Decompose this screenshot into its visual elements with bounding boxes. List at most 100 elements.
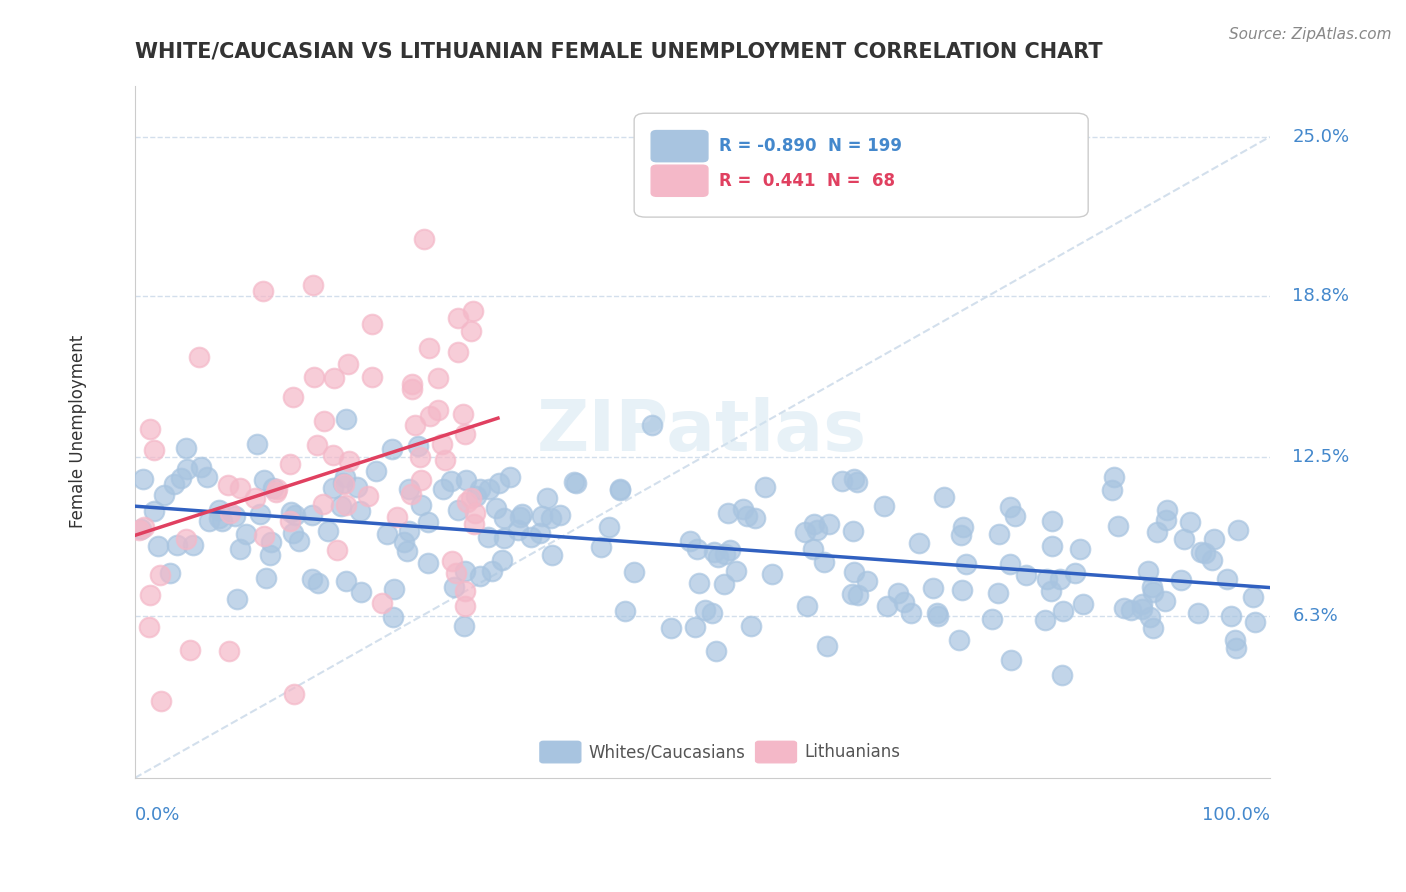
- Point: [181, 538, 204, 552]
- Point: [735, 509, 758, 524]
- Point: [886, 586, 908, 600]
- Point: [283, 687, 305, 701]
- Point: [950, 582, 973, 597]
- Point: [142, 504, 165, 518]
- Point: [952, 519, 974, 533]
- Point: [246, 436, 269, 450]
- Point: [1112, 601, 1135, 615]
- Point: [322, 482, 344, 496]
- Point: [451, 407, 474, 421]
- Point: [461, 304, 484, 318]
- Point: [481, 564, 503, 578]
- Point: [326, 543, 349, 558]
- Point: [307, 438, 329, 452]
- Point: [404, 418, 426, 433]
- Point: [1136, 564, 1159, 578]
- Point: [1140, 580, 1163, 594]
- Point: [447, 502, 470, 516]
- Point: [842, 472, 865, 486]
- Point: [149, 568, 172, 582]
- Point: [152, 487, 174, 501]
- Point: [132, 520, 155, 534]
- Point: [1243, 590, 1265, 604]
- Point: [1146, 524, 1168, 539]
- Point: [284, 508, 307, 522]
- Point: [1225, 640, 1247, 655]
- Point: [433, 452, 456, 467]
- Point: [266, 482, 288, 496]
- Point: [432, 482, 454, 496]
- Point: [262, 481, 284, 495]
- Point: [235, 527, 257, 541]
- Point: [346, 480, 368, 494]
- Point: [1156, 503, 1178, 517]
- Point: [394, 534, 416, 549]
- Point: [520, 530, 543, 544]
- Point: [174, 441, 197, 455]
- Point: [1069, 541, 1091, 556]
- Point: [427, 403, 450, 417]
- Point: [1226, 523, 1249, 537]
- Text: Source: ZipAtlas.com: Source: ZipAtlas.com: [1229, 27, 1392, 42]
- Point: [876, 599, 898, 613]
- Point: [138, 620, 160, 634]
- Point: [614, 604, 637, 618]
- Point: [900, 606, 922, 620]
- Point: [411, 473, 433, 487]
- Point: [948, 633, 970, 648]
- Point: [1154, 513, 1177, 527]
- Point: [695, 603, 717, 617]
- Point: [197, 514, 219, 528]
- Point: [841, 587, 863, 601]
- Point: [609, 483, 631, 497]
- Point: [419, 409, 441, 423]
- Point: [281, 525, 304, 540]
- Point: [302, 278, 325, 293]
- Point: [146, 539, 169, 553]
- Point: [301, 572, 323, 586]
- Point: [288, 534, 311, 549]
- Point: [454, 426, 477, 441]
- Point: [700, 607, 723, 621]
- Point: [803, 517, 825, 532]
- Point: [224, 509, 246, 524]
- Point: [744, 511, 766, 525]
- Point: [129, 522, 152, 536]
- Text: R =  0.441  N =  68: R = 0.441 N = 68: [720, 172, 896, 190]
- Point: [278, 457, 301, 471]
- Point: [713, 577, 735, 591]
- Point: [1225, 632, 1247, 647]
- Point: [195, 470, 218, 484]
- FancyBboxPatch shape: [540, 741, 581, 763]
- Point: [589, 540, 612, 554]
- Point: [908, 536, 931, 550]
- Point: [477, 482, 499, 496]
- Point: [260, 535, 283, 549]
- Point: [818, 516, 841, 531]
- Point: [1139, 610, 1161, 624]
- Point: [218, 643, 240, 657]
- Point: [1040, 514, 1063, 528]
- Point: [540, 510, 562, 524]
- Point: [530, 509, 553, 524]
- Point: [477, 530, 499, 544]
- Point: [842, 524, 865, 538]
- Point: [846, 475, 869, 489]
- Text: R = -0.890  N = 199: R = -0.890 N = 199: [720, 137, 903, 155]
- Point: [1219, 609, 1241, 624]
- Point: [1202, 532, 1225, 546]
- Point: [395, 544, 418, 558]
- Point: [219, 507, 242, 521]
- Point: [304, 370, 326, 384]
- Point: [217, 477, 239, 491]
- Point: [796, 599, 818, 614]
- FancyBboxPatch shape: [651, 130, 709, 161]
- Point: [1104, 470, 1126, 484]
- Point: [988, 527, 1011, 541]
- FancyBboxPatch shape: [755, 741, 796, 763]
- Point: [430, 437, 453, 451]
- Point: [724, 564, 747, 578]
- Point: [190, 459, 212, 474]
- Point: [301, 508, 323, 523]
- Point: [465, 489, 488, 503]
